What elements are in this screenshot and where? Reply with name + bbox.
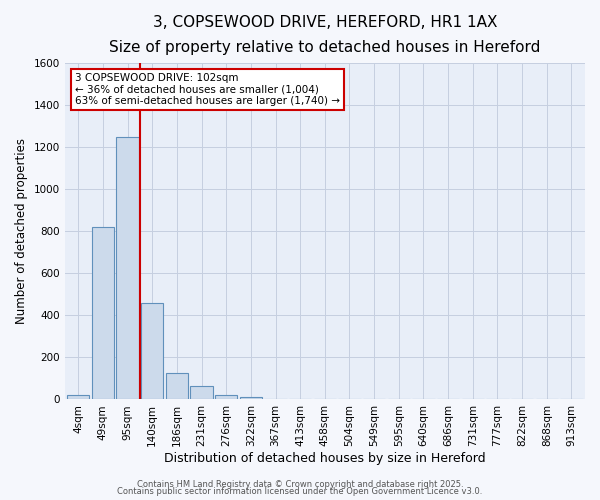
X-axis label: Distribution of detached houses by size in Hereford: Distribution of detached houses by size …	[164, 452, 485, 465]
Y-axis label: Number of detached properties: Number of detached properties	[15, 138, 28, 324]
Bar	[92, 227, 114, 400]
Bar	[67, 395, 89, 400]
Text: 3 COPSEWOOD DRIVE: 102sqm
← 36% of detached houses are smaller (1,004)
63% of se: 3 COPSEWOOD DRIVE: 102sqm ← 36% of detac…	[75, 73, 340, 106]
Bar	[166, 373, 188, 400]
Text: Contains HM Land Registry data © Crown copyright and database right 2025.: Contains HM Land Registry data © Crown c…	[137, 480, 463, 489]
Bar	[215, 395, 237, 400]
Title: 3, COPSEWOOD DRIVE, HEREFORD, HR1 1AX
Size of property relative to detached hous: 3, COPSEWOOD DRIVE, HEREFORD, HR1 1AX Si…	[109, 15, 541, 54]
Bar	[116, 138, 139, 400]
Bar	[141, 302, 163, 400]
Text: Contains public sector information licensed under the Open Government Licence v3: Contains public sector information licen…	[118, 487, 482, 496]
Bar	[240, 397, 262, 400]
Bar	[190, 386, 212, 400]
